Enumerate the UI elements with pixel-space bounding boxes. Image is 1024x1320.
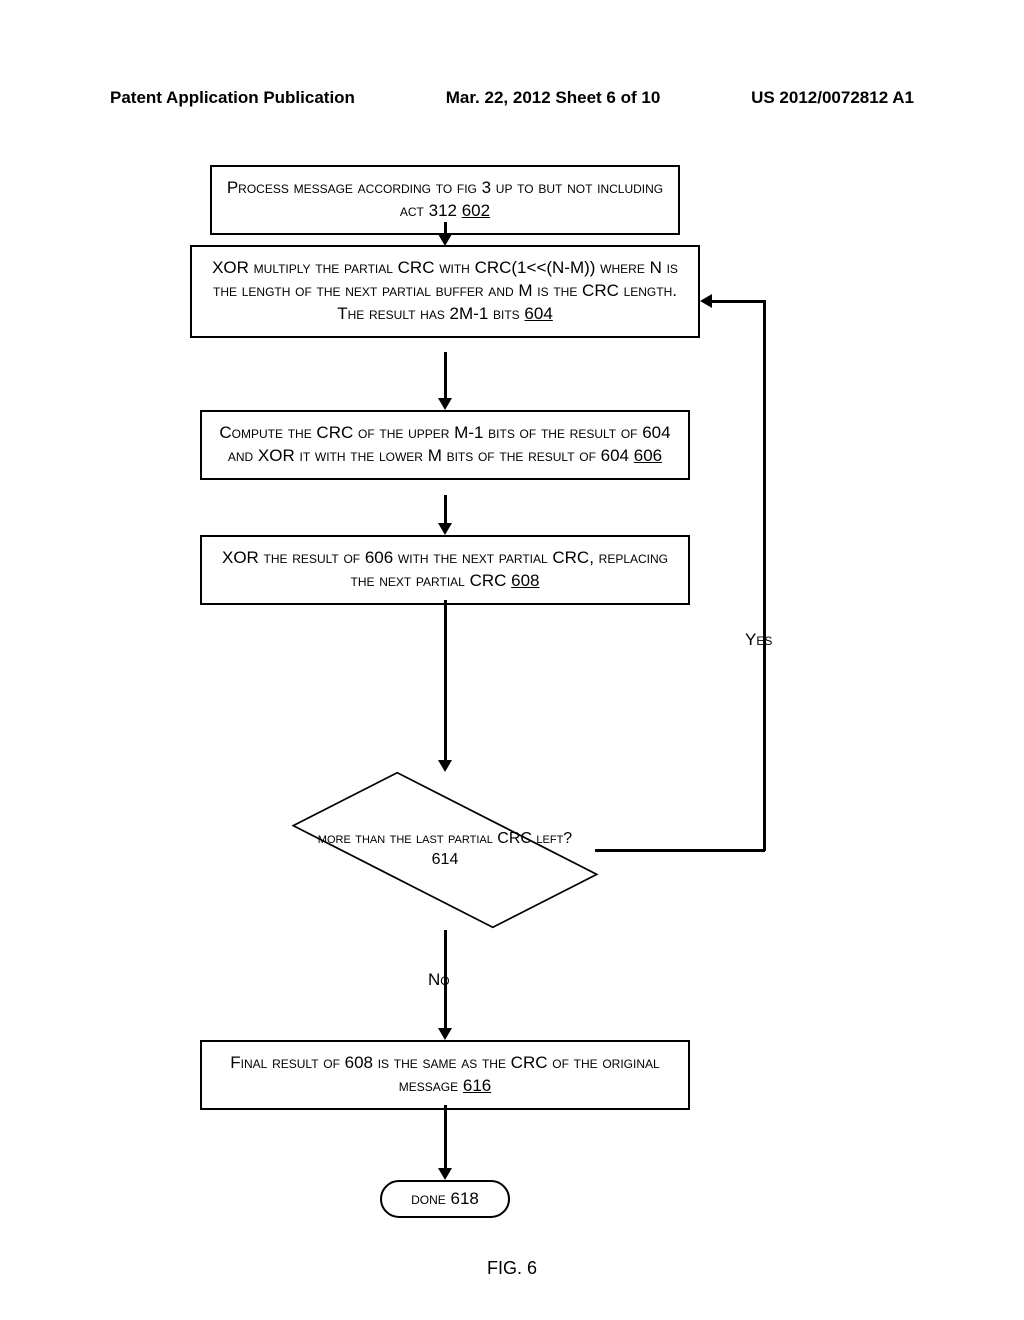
arrow-616-618 [444,1105,447,1170]
step-604: XOR multiply the partial CRC with CRC(1<… [190,245,700,338]
decision-614: more than the last partial CRC left? 614 [295,770,595,930]
header-docnum: US 2012/0072812 A1 [751,88,914,108]
arrowhead-yes [700,294,712,308]
terminator-618-text: done [411,1189,446,1208]
header-date-sheet: Mar. 22, 2012 Sheet 6 of 10 [446,88,661,108]
figure-label: FIG. 6 [0,1258,1024,1279]
step-602-ref: 602 [462,201,490,220]
decision-614-text: more than the last partial CRC left? 614 [295,770,595,930]
step-606: Compute the CRC of the upper M-1 bits of… [200,410,690,480]
terminator-618: done 618 [380,1180,510,1218]
arrow-yes-v [763,300,766,851]
page-header: Patent Application Publication Mar. 22, … [0,88,1024,108]
arrowhead-608-614 [438,760,452,772]
decision-614-label: more than the last partial CRC left? [318,830,572,847]
step-608: XOR the result of 606 with the next part… [200,535,690,605]
step-616-ref: 616 [463,1076,491,1095]
step-604-ref: 604 [524,304,552,323]
step-604-text: XOR multiply the partial CRC with CRC(1<… [212,258,678,323]
step-608-text: XOR the result of 606 with the next part… [222,548,668,590]
arrowhead-606-608 [438,523,452,535]
terminator-618-ref: 618 [451,1189,479,1208]
flowchart: Process message according to fig 3 up to… [0,140,1024,1240]
step-616: Final result of 608 is the same as the C… [200,1040,690,1110]
branch-no: No [428,970,450,990]
step-608-ref: 608 [511,571,539,590]
decision-614-ref: 614 [432,851,459,868]
arrow-606-608 [444,495,447,525]
branch-yes: Yes [745,630,772,650]
arrowhead-614-616 [438,1028,452,1040]
step-602-text: Process message according to fig 3 up to… [227,178,663,220]
step-606-text: Compute the CRC of the upper M-1 bits of… [219,423,670,465]
step-606-ref: 606 [634,446,662,465]
arrowhead-616-618 [438,1168,452,1180]
arrow-yes-h1 [595,849,765,852]
arrowhead-604-606 [438,398,452,410]
arrow-604-606 [444,352,447,400]
header-publication: Patent Application Publication [110,88,355,108]
arrow-608-614 [444,600,447,762]
step-616-text: Final result of 608 is the same as the C… [230,1053,659,1095]
arrowhead-602-604 [438,234,452,246]
arrow-yes-h2 [712,300,765,303]
